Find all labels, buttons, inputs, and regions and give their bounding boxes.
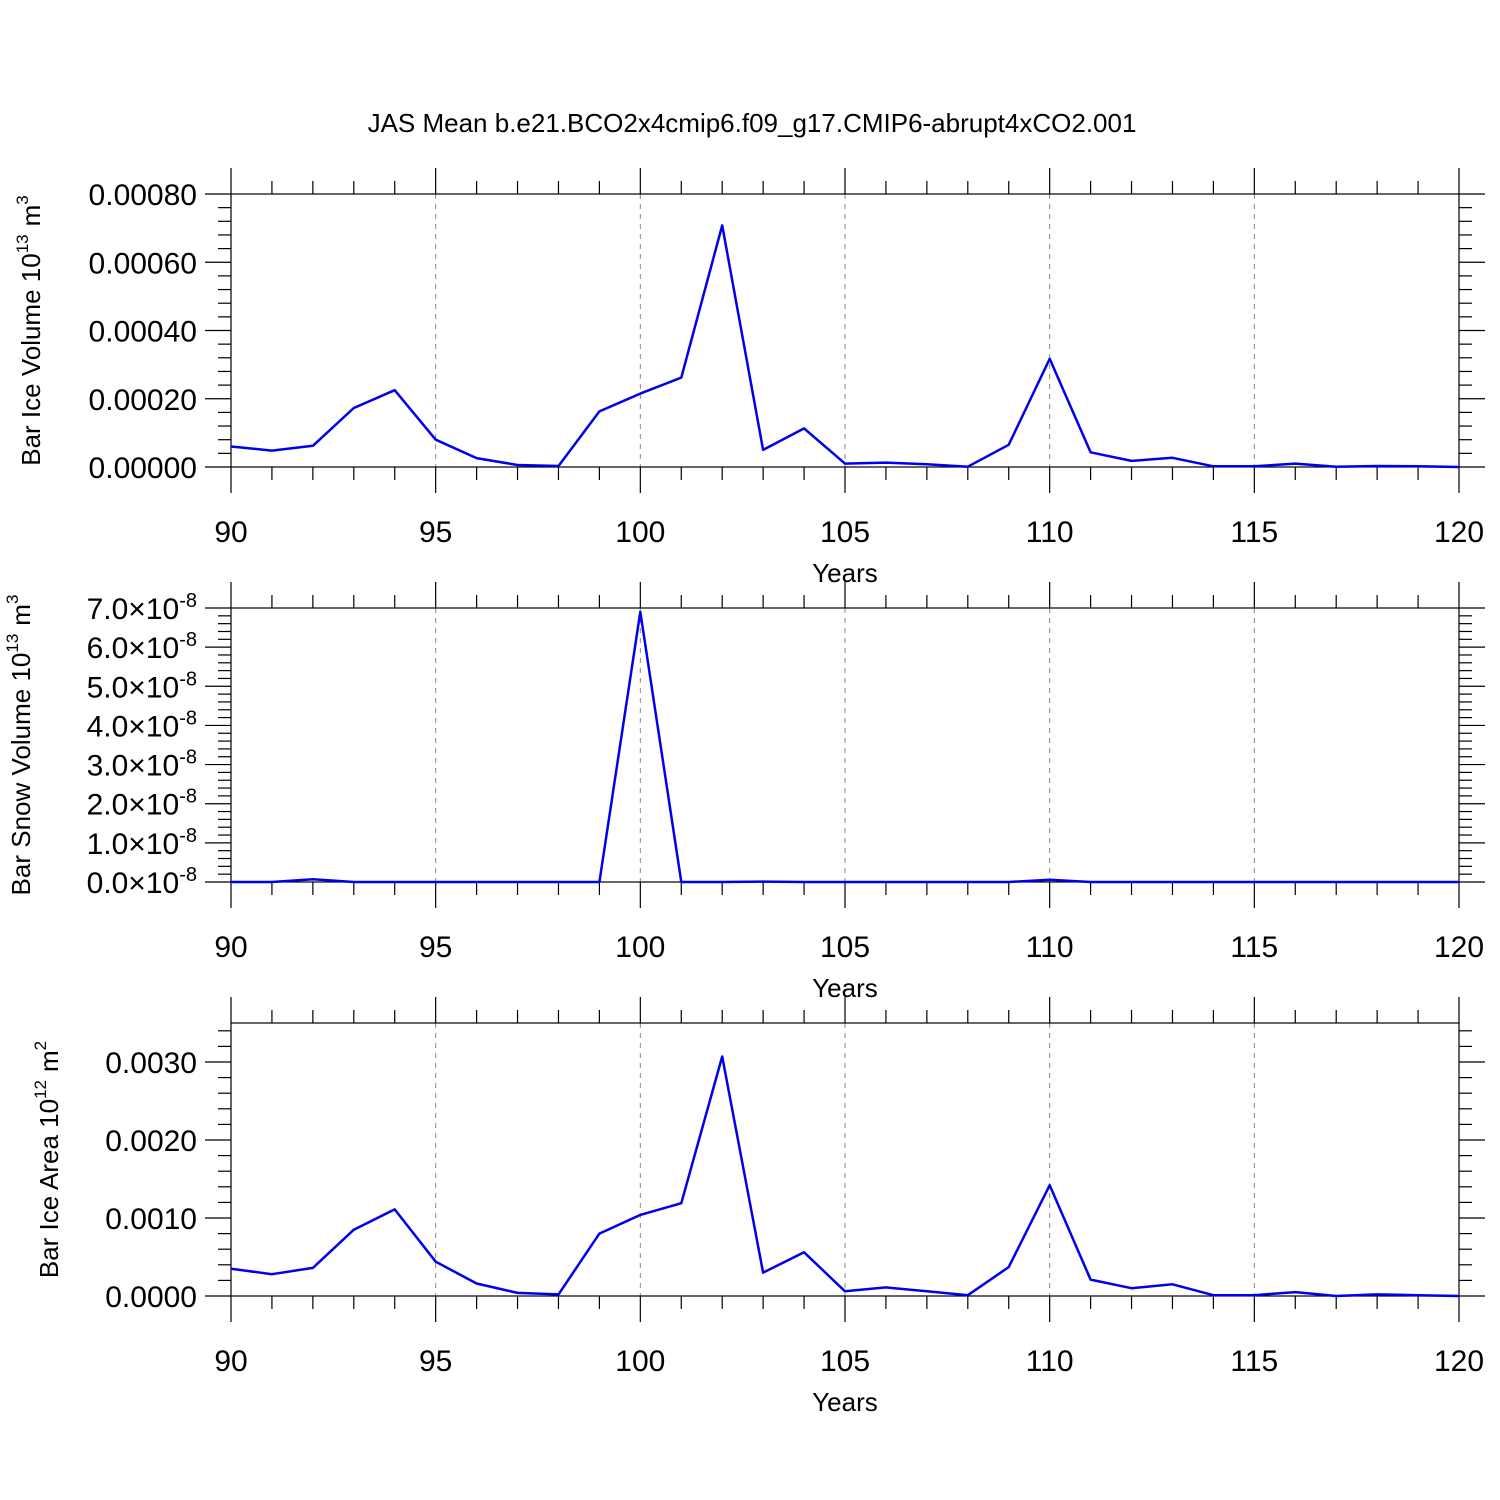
x-tick-label: 95 [419, 931, 452, 964]
panel-2: 90 95 100 105 110 115 120Years0.0×10-81.0×10-8… [3, 582, 1485, 1003]
tick-exponent: -8 [179, 590, 197, 612]
panel-1: 90 95 100 105 110 115 120Years0.000000.000200.… [13, 168, 1485, 588]
tick-base: 10 [146, 710, 179, 743]
y-tick-label: 2.0×10-8 [87, 786, 197, 822]
tick-mantissa: 5.0 [87, 671, 129, 704]
tick-exponent: -8 [179, 629, 197, 651]
x-tick-label: 120 [1434, 516, 1484, 549]
tick-mantissa: 4.0 [87, 710, 129, 743]
x-tick-label: 95 [419, 1345, 452, 1378]
y-tick-label: 0.00020 [89, 384, 197, 417]
y-tick-label: 3.0×10-8 [87, 747, 197, 783]
x-tick-label: 115 [1230, 931, 1278, 964]
tick-times: × [128, 789, 146, 822]
x-tick-label: 90 [214, 1345, 247, 1378]
tick-mantissa: 7.0 [87, 593, 129, 626]
x-tick-label: 100 [615, 516, 665, 549]
x-tick-label: 110 [1026, 1345, 1074, 1378]
y-title-unit: m [34, 1050, 64, 1072]
x-tick-label: 115 [1230, 516, 1278, 549]
tick-base: 10 [146, 750, 179, 783]
y-tick-label: 0.0010 [105, 1203, 197, 1236]
tick-times: × [128, 671, 146, 704]
series-line [230, 224, 1460, 469]
tick-times: × [128, 750, 146, 783]
y-axis-title: Bar Snow Volume 1013 m3 [3, 595, 36, 896]
tick-exponent: -8 [179, 707, 197, 729]
y-axis-title: Bar Ice Volume 1013 m3 [13, 195, 46, 466]
y-title-exponent: 13 [13, 234, 32, 253]
y-tick-label: 0.0×10-8 [87, 864, 197, 900]
tick-exponent: -8 [179, 786, 197, 808]
tick-times: × [128, 593, 146, 626]
panel-3: 90 95 100 105 110 115 120 Years 0.0000 0.0010 0.00… [31, 997, 1485, 1417]
x-tick-label: 115 [1230, 1345, 1278, 1378]
tick-base: 10 [146, 632, 179, 665]
x-tick-label: 110 [1026, 931, 1074, 964]
x-tick-label: 120 [1434, 931, 1484, 964]
x-tick-label: 105 [820, 931, 870, 964]
tick-times: × [128, 828, 146, 861]
y-tick-label: 0.00060 [89, 247, 197, 280]
tick-mantissa: 6.0 [87, 632, 129, 665]
x-tick-label: 100 [615, 931, 665, 964]
x-tick-label: 105 [820, 516, 870, 549]
y-title-unit: m [6, 604, 36, 626]
series-line [231, 610, 1459, 884]
y-tick-label: 1.0×10-8 [87, 825, 197, 861]
x-tick-label: 90 [214, 516, 247, 549]
y-tick-label: 0.0000 [105, 1281, 197, 1314]
y-title-exponent: 12 [31, 1080, 50, 1099]
y-title-unit-exponent: 3 [13, 195, 32, 204]
y-axis-title: Bar Ice Area 1012 m2 [31, 1041, 64, 1278]
series-line [230, 1055, 1460, 1298]
tick-base: 10 [146, 867, 179, 900]
tick-times: × [128, 710, 146, 743]
y-title-main: Bar Ice Volume 10 [16, 253, 46, 465]
tick-mantissa: 0.0 [87, 867, 129, 900]
y-tick-label: 7.0×10-8 [87, 590, 197, 626]
tick-exponent: -8 [179, 747, 197, 769]
tick-exponent: -8 [179, 864, 197, 886]
y-title-unit-exponent: 2 [31, 1041, 50, 1050]
tick-mantissa: 3.0 [87, 750, 129, 783]
x-tick-label: 90 [214, 931, 247, 964]
y-title-unit-exponent: 3 [3, 595, 22, 604]
x-tick-label: 105 [820, 1345, 870, 1378]
y-title-exponent: 13 [3, 634, 22, 653]
tick-times: × [128, 632, 146, 665]
tick-base: 10 [146, 789, 179, 822]
y-tick-label: 0.00040 [89, 316, 197, 349]
y-tick-label: 0.00080 [89, 179, 197, 212]
y-tick-label: 6.0×10-8 [87, 629, 197, 665]
y-tick-label: 0.0020 [105, 1125, 197, 1158]
tick-mantissa: 1.0 [87, 828, 129, 861]
y-title-main: Bar Snow Volume 10 [6, 653, 36, 896]
tick-base: 10 [146, 593, 179, 626]
tick-mantissa: 2.0 [87, 789, 129, 822]
x-tick-label: 100 [615, 1345, 665, 1378]
x-tick-label: 110 [1026, 516, 1074, 549]
tick-base: 10 [146, 828, 179, 861]
x-axis-title: Years [812, 1387, 878, 1417]
y-tick-label: 0.00000 [89, 452, 197, 485]
x-tick-label: 95 [419, 516, 452, 549]
y-tick-label: 5.0×10-8 [87, 668, 197, 704]
tick-exponent: -8 [179, 825, 197, 847]
tick-exponent: -8 [179, 668, 197, 690]
y-tick-label: 4.0×10-8 [87, 707, 197, 743]
tick-times: × [128, 867, 146, 900]
tick-base: 10 [146, 671, 179, 704]
y-title-unit: m [16, 205, 46, 227]
chart-title: JAS Mean b.e21.BCO2x4cmip6.f09_g17.CMIP6… [368, 108, 1137, 138]
y-tick-label: 0.0030 [105, 1047, 197, 1080]
y-title-main: Bar Ice Area 10 [34, 1099, 64, 1278]
x-tick-label: 120 [1434, 1345, 1484, 1378]
